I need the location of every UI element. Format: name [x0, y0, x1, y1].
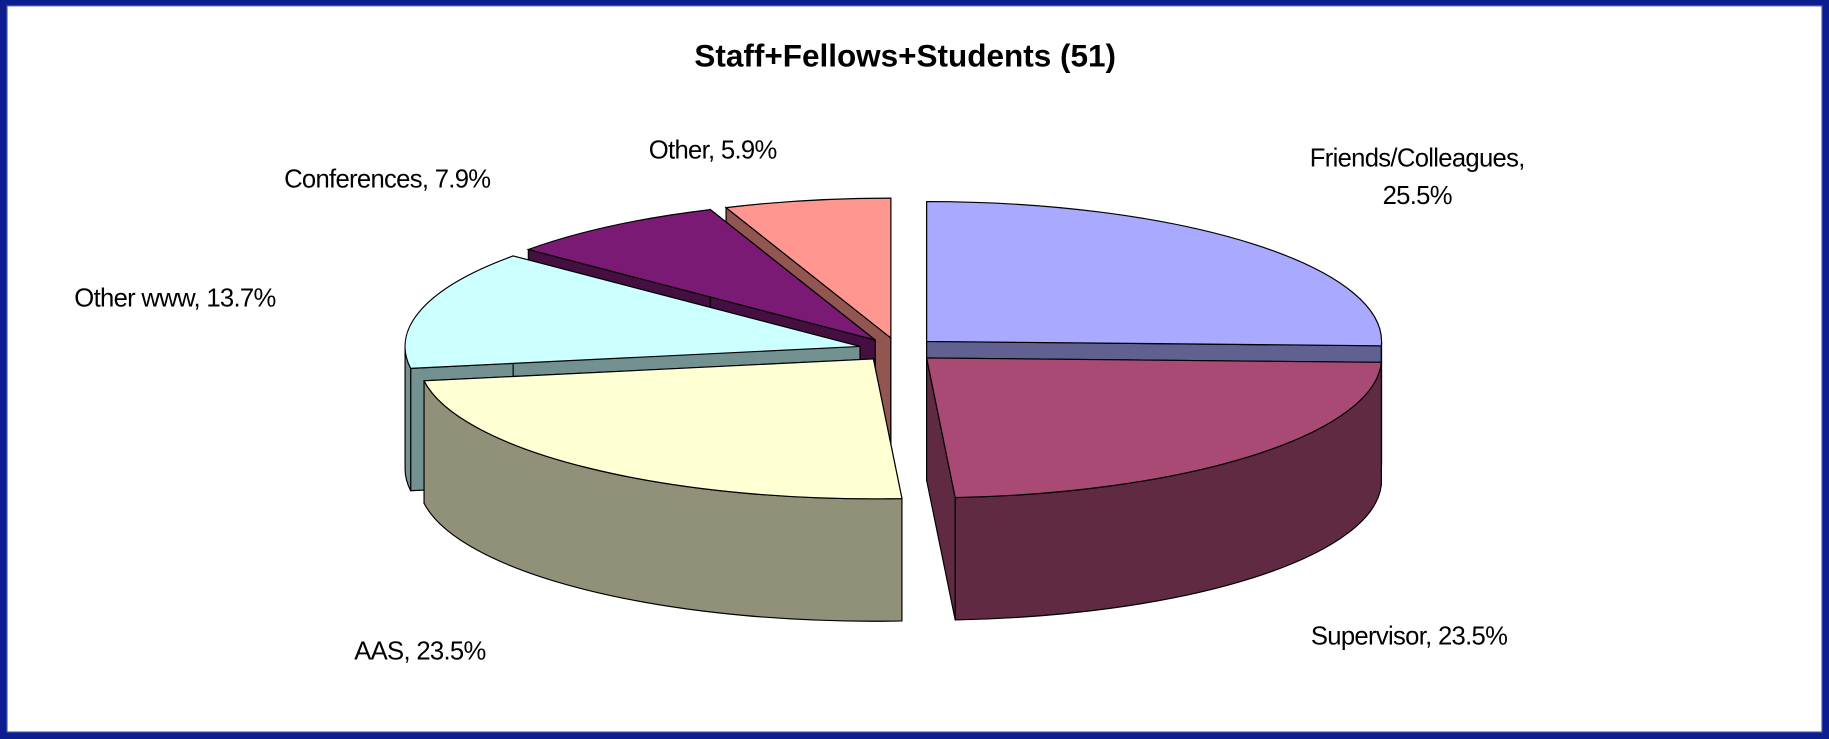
data-label-box: Friends/Colleagues, 25.5%	[1309, 143, 1526, 210]
data-label: Other www, 13.7%	[74, 283, 276, 313]
chart-title: Staff+Fellows+Students (51)	[694, 39, 1116, 74]
slice-wall	[404, 346, 412, 492]
data-label: Friends/Colleagues, 25.5%	[1309, 143, 1526, 210]
slice-top	[423, 358, 903, 500]
data-label-box: AAS, 23.5%	[354, 636, 486, 666]
data-label: AAS, 23.5%	[354, 636, 486, 666]
slice-top	[526, 209, 876, 341]
data-label: Other, 5.9%	[648, 135, 778, 165]
data-label-box: Other www, 13.7%	[74, 283, 276, 313]
data-label: Supervisor, 23.5%	[1310, 621, 1508, 651]
slice-top	[926, 200, 1383, 347]
slice-top	[724, 197, 892, 340]
pie-slice	[423, 358, 903, 622]
data-label: Conferences, 7.9%	[284, 164, 491, 194]
plot-background	[6, 5, 1823, 733]
data-label-box: Supervisor, 23.5%	[1310, 621, 1508, 651]
pie-slice	[925, 357, 1382, 621]
slice-top	[404, 255, 861, 369]
slice-top	[925, 357, 1382, 499]
data-label-box: Other, 5.9%	[648, 135, 778, 165]
data-label-box: Conferences, 7.9%	[284, 164, 491, 194]
